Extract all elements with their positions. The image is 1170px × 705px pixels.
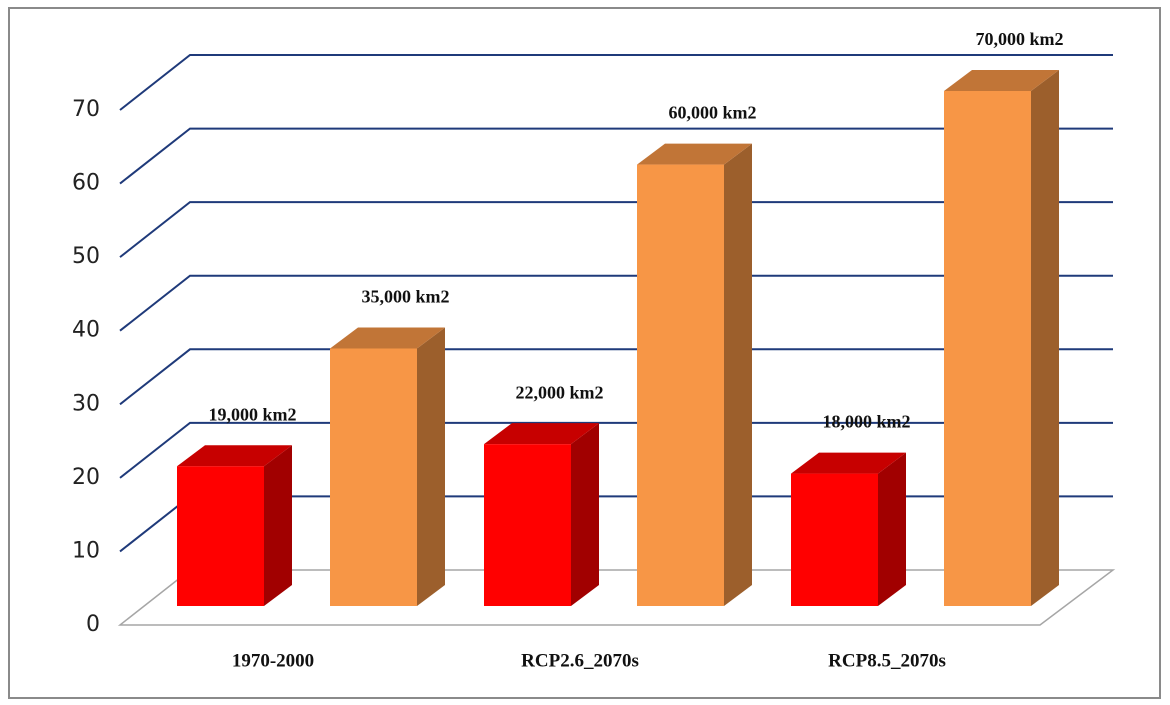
y-tick-label: 60 [72,171,100,196]
grid-line [119,274,1113,332]
y-tick-label: 20 [72,465,100,490]
x-tick-label: RCP2.6_2070s [521,650,639,671]
data-label: 60,000 km2 [668,103,756,123]
bar [177,466,264,606]
bar [330,348,417,606]
bar-3d [791,452,906,606]
bar-side [878,452,906,606]
grid-line [119,54,1113,111]
data-label: 18,000 km2 [822,412,910,432]
data-label: 22,000 km2 [515,382,603,402]
bar-side [417,327,445,606]
bar [791,473,878,606]
y-tick-label: 70 [72,97,100,122]
bar-side [264,445,292,606]
x-tick-label: 1970-2000 [232,650,314,671]
bar-top [791,452,906,474]
bar-top [330,327,445,349]
data-label: 19,000 km2 [208,404,296,424]
bar-top [484,423,599,445]
bar-side [724,143,752,607]
grid-line [119,421,1113,479]
bar-3d [330,327,445,606]
bar-3d [177,445,292,606]
y-tick-label: 0 [86,612,100,637]
grid-line [119,348,1113,406]
bar [484,444,571,606]
bar-top [177,445,292,467]
y-tick-label: 10 [72,538,100,563]
y-tick-label: 50 [72,244,100,269]
bar-3d [944,70,1059,606]
y-tick-label: 40 [72,318,100,343]
bar-top [944,70,1059,91]
y-tick-label: 30 [72,391,100,416]
bar-3d [484,423,599,606]
bar-top [637,143,752,165]
bar-3d [637,143,752,607]
bar-side [1031,70,1059,606]
x-tick-label: RCP8.5_2070s [828,650,946,671]
floor [117,569,1116,626]
data-label: 70,000 km2 [975,29,1063,49]
grid-line [119,201,1113,258]
bar [944,91,1031,606]
data-label: 35,000 km2 [361,287,449,307]
bar [637,164,724,607]
bar-side [571,423,599,606]
grid-line [119,127,1113,185]
